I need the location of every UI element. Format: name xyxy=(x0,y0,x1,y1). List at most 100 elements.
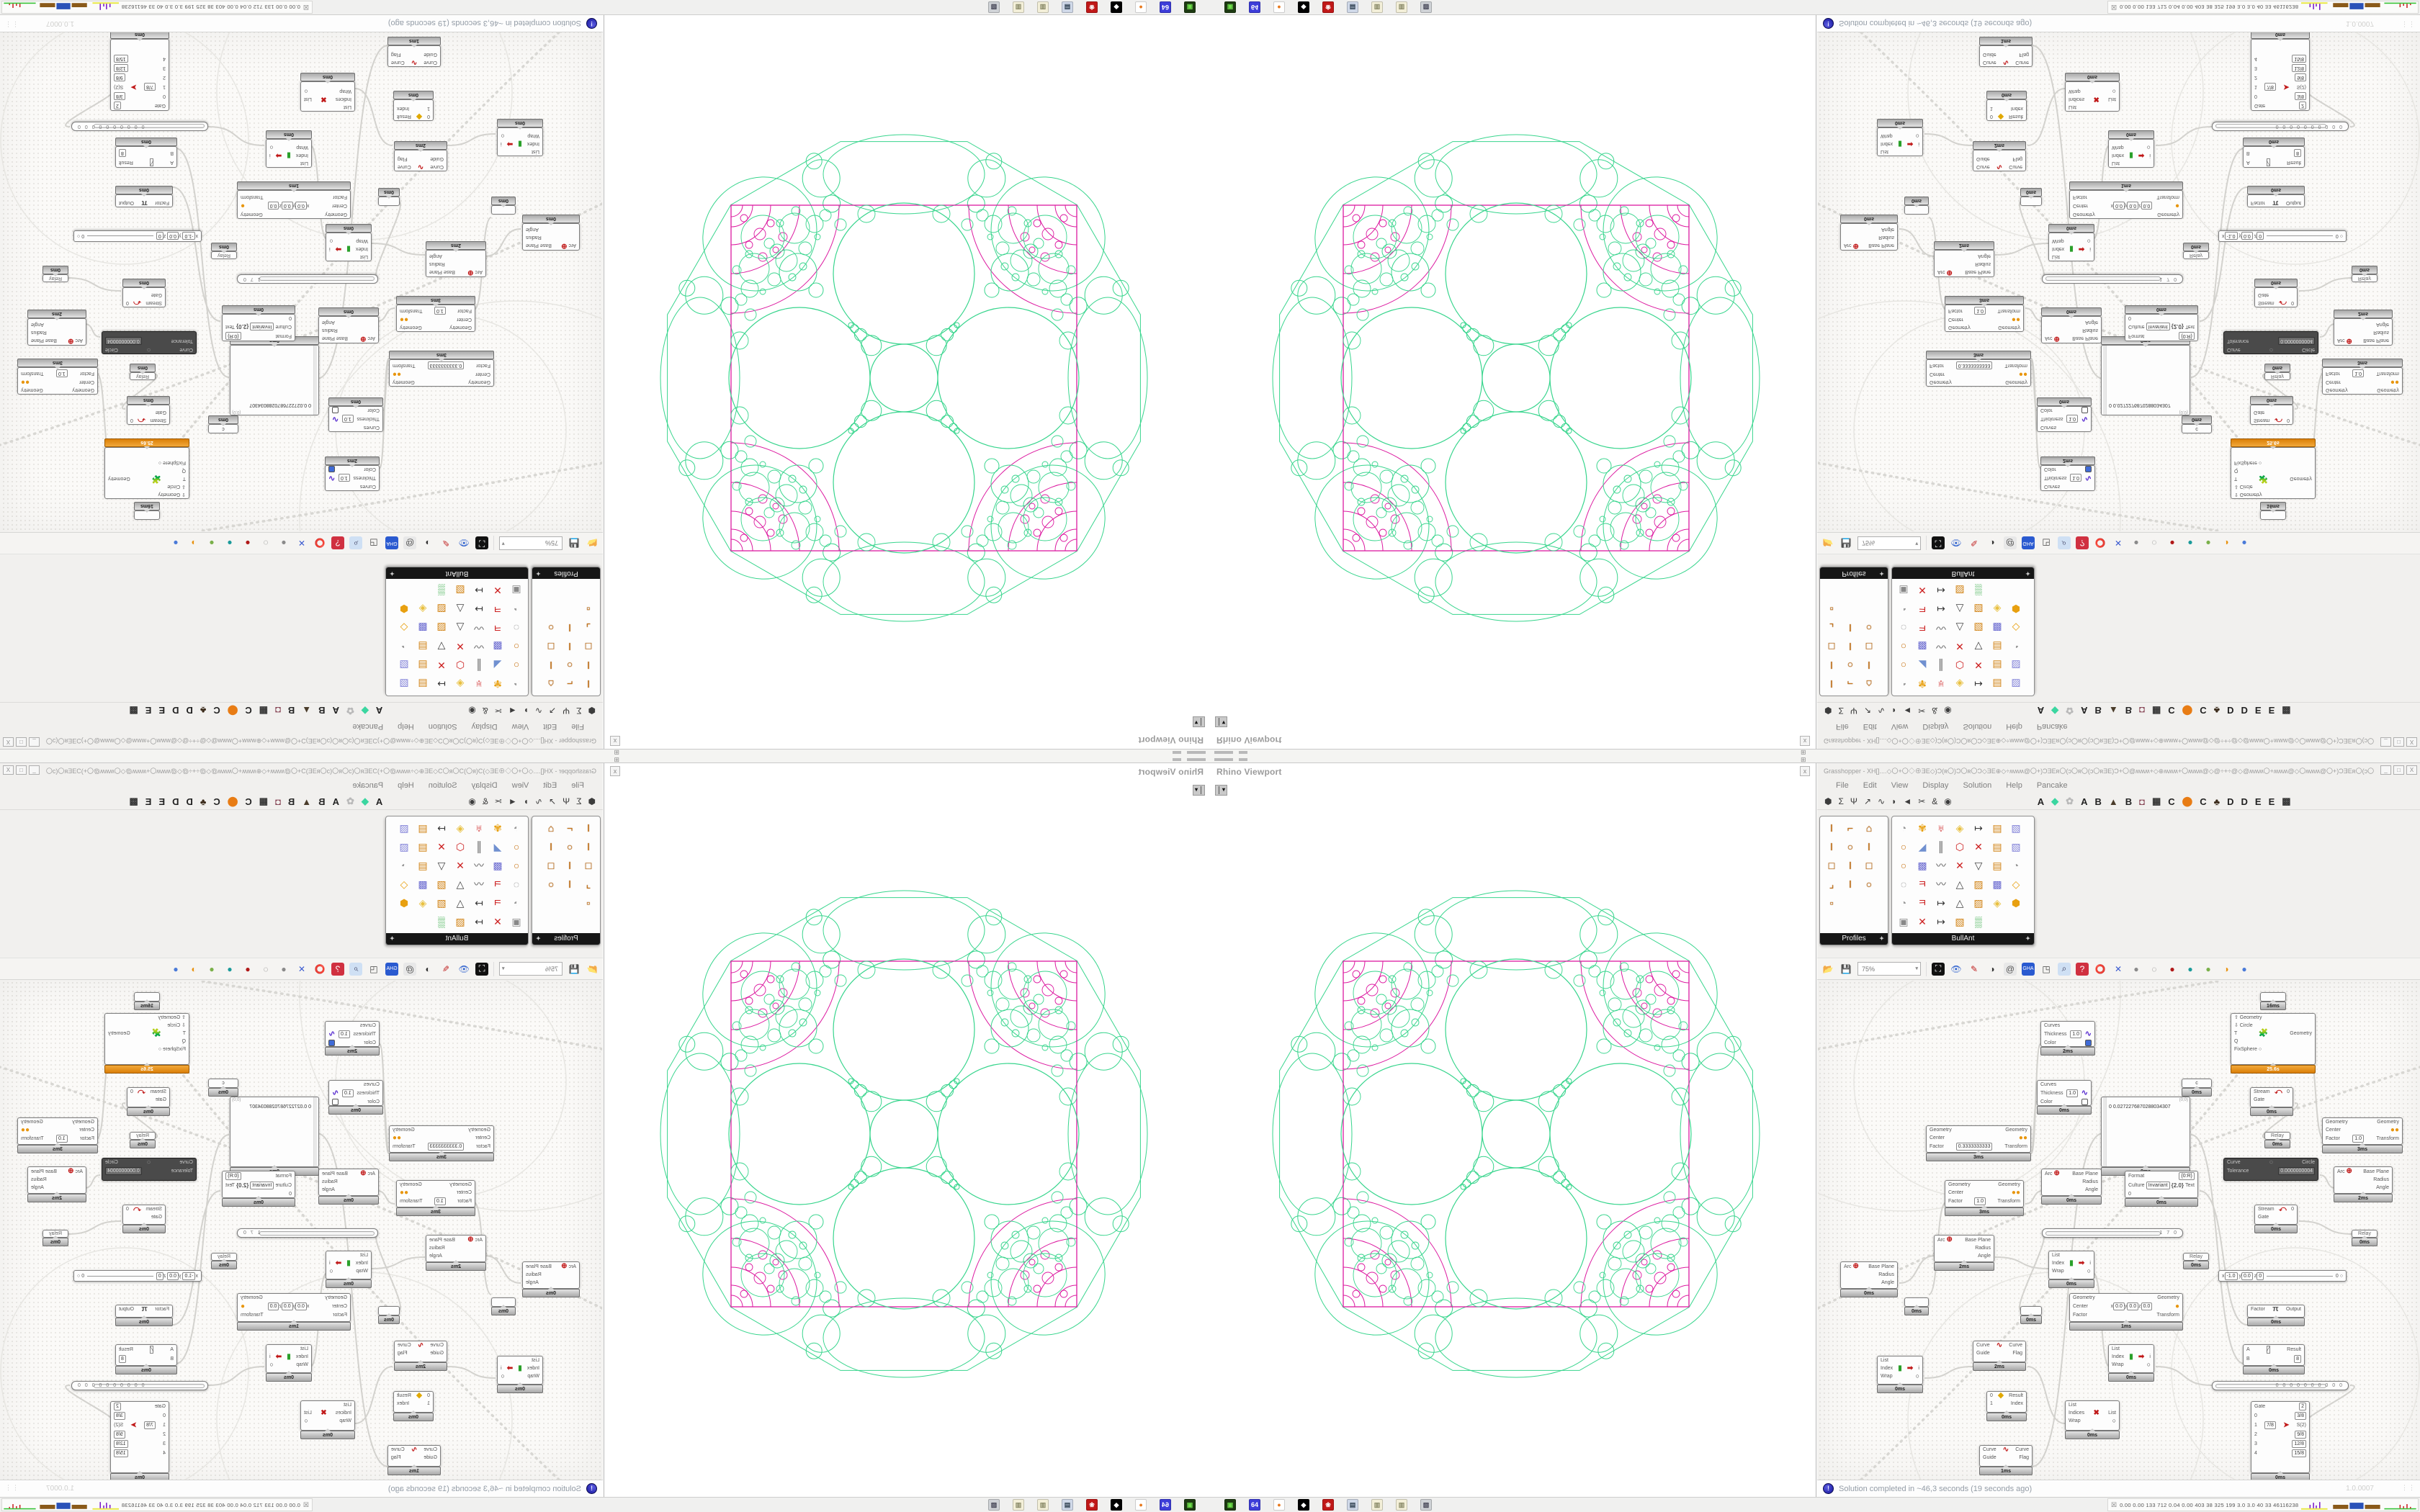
gh-node-relay[interactable]: Relay 0ms xyxy=(130,364,156,380)
component-icon[interactable]: ○ xyxy=(513,660,520,671)
sketch-button[interactable]: ✎ xyxy=(442,963,450,974)
close-button[interactable]: X xyxy=(2406,765,2417,775)
component-icon[interactable]: ▤ xyxy=(1992,678,2002,690)
profiles-tab[interactable]: Profiles ✦ xyxy=(532,567,600,579)
gh-node-small[interactable]: c 0ms xyxy=(2182,415,2212,433)
gh-node-scale[interactable]: Geometry Geometry Center ●● Factor 1.0 Trans… xyxy=(396,1180,475,1216)
ball-gray-button[interactable]: ● xyxy=(281,963,287,974)
shaded-green-button[interactable]: ● xyxy=(2205,963,2211,974)
profiles-tab[interactable]: Profiles ✦ xyxy=(532,933,600,945)
gh-node-scale[interactable]: Geometry Geometry Center ●● Factor 1.0 Trans… xyxy=(396,296,475,332)
tab-params[interactable]: ⬢ xyxy=(1824,706,1832,716)
gh-node-arc[interactable]: Arc ⊕ Base Plane Radius Angle 0ms xyxy=(2041,1169,2102,1205)
gh-node-arc[interactable]: Arc ⊕ Base Plane Radius Angle 2ms xyxy=(2334,310,2393,346)
component-icon[interactable]: ○ xyxy=(1900,841,1907,852)
tab-plugin-15[interactable]: E xyxy=(158,705,166,716)
gh-node-small[interactable]: 0ms xyxy=(1904,197,1929,215)
component-icon[interactable]: Ⅰ xyxy=(586,660,591,672)
component-icon[interactable]: ▤ xyxy=(418,840,428,852)
gh-node-relay[interactable]: Relay 0ms xyxy=(2352,266,2378,282)
rhino-viewport[interactable]: Rhino Viewport x ▾ xyxy=(604,763,1210,1497)
component-icon[interactable]: ⌐ xyxy=(566,822,573,834)
component-icon[interactable]: ◈ xyxy=(418,603,427,616)
tab-display[interactable]: ◉ xyxy=(1944,796,1952,806)
bullant-tab[interactable]: BullAnt ✦ xyxy=(386,933,528,945)
component-icon[interactable]: ▨ xyxy=(436,603,447,616)
component-icon[interactable]: Ⅰ xyxy=(1829,678,1834,690)
gh-node-flip[interactable]: Curve ∿ Curve Guide Flag 1ms xyxy=(387,37,441,67)
gh-node-gate5[interactable]: Gate 2 0 3/8 1 7/8 ➤ S(2) 2 9/8 3 12/8 4 15/8 0ms xyxy=(2251,32,2310,111)
preview-button[interactable]: 👁 xyxy=(1950,963,1962,974)
taskbar-icon-printer[interactable]: ▧ xyxy=(1420,1499,1432,1511)
tab-plugin-16[interactable]: E xyxy=(145,796,152,807)
gh-node-listitem[interactable]: List Index ▮ ➡ i Wrap ○ 0ms xyxy=(497,1356,543,1393)
gh-node-relay[interactable]: Relay 0ms xyxy=(211,1253,237,1269)
gh-node-arc[interactable]: Arc ⊕ Base Plane Radius Angle 2ms xyxy=(1934,1235,1994,1271)
gh-node-cull[interactable]: List Indices ✖ List Wrap ○ 0ms xyxy=(2065,1400,2120,1439)
component-icon[interactable]: ◔ xyxy=(1900,678,1907,690)
menu-edit[interactable]: Edit xyxy=(1863,781,1877,790)
gh-node-hslider[interactable]: 1 7 0 xyxy=(237,274,378,284)
monitor-toggle-icon[interactable]: ☒ xyxy=(2111,1500,2118,1508)
gh-node-small[interactable]: 0ms xyxy=(491,197,516,215)
component-icon[interactable]: ○ xyxy=(1865,878,1873,890)
component-icon[interactable]: ㅋ xyxy=(1917,622,1927,634)
gh-node-relay[interactable]: Relay 0ms xyxy=(211,243,237,259)
component-icon[interactable]: △ xyxy=(456,622,465,634)
gha-button[interactable]: GHA xyxy=(2022,536,2035,550)
gh-node-scale[interactable]: Geometry Geometry Center ●● Factor 1.0 Trans… xyxy=(2322,1117,2403,1153)
menu-display[interactable]: Display xyxy=(471,722,498,731)
gh-node-bigorange[interactable]: ⇧ Geometry ⇩ Circle T 🧩 Geometry Q FixSphe… xyxy=(104,1013,189,1074)
component-icon[interactable]: ㅋ xyxy=(1917,878,1927,890)
component-icon[interactable]: ♅ xyxy=(475,678,483,690)
taskbar-icon-green-box[interactable]: ▣ xyxy=(1184,1499,1196,1511)
tab-plugin-6[interactable]: B xyxy=(287,796,295,807)
menu-edit[interactable]: Edit xyxy=(543,722,557,731)
taskbar-icon-floppy64[interactable]: 64 xyxy=(1249,1,1260,13)
node-canvas[interactable]: Curves Thickness 1.0 ∿ Color 2ms Curves Thic… xyxy=(1818,981,2420,1480)
component-icon[interactable]: ▽ xyxy=(1974,859,1983,871)
component-icon[interactable]: ▧ xyxy=(2011,840,2021,852)
component-icon[interactable]: ◇ xyxy=(2012,622,2020,634)
component-icon[interactable]: ㅋ xyxy=(493,622,503,634)
component-icon[interactable]: ⌂ xyxy=(1865,678,1873,690)
menu-file[interactable]: File xyxy=(1836,722,1849,731)
component-icon[interactable]: ▧ xyxy=(2011,822,2021,834)
rings-button[interactable]: ◌ xyxy=(263,538,269,549)
gh-node-hslider[interactable]: 0 0 0 0 0 0 0 0 0 0 xyxy=(71,1381,208,1390)
gh-node-small[interactable]: c 0ms xyxy=(208,1079,238,1097)
swap-button[interactable]: ✕ xyxy=(297,538,306,549)
hide-button[interactable]: ◑ xyxy=(425,963,431,974)
taskbar-icon-green-box[interactable]: ▣ xyxy=(1224,1,1236,13)
gh-node-arc[interactable]: Arc ⊕ Base Plane Radius Angle 2ms xyxy=(27,1166,86,1202)
component-icon[interactable]: △ xyxy=(1955,603,1964,616)
gh-node-gate5[interactable]: Gate 2 0 3/8 1 7/8 ➤ S(2) 2 9/8 3 12/8 4 15/8 0ms xyxy=(110,1401,169,1480)
resize-grip[interactable]: ⋮⋮ xyxy=(4,21,19,28)
finder-button[interactable]: ⌕ xyxy=(349,536,362,550)
tab-surface[interactable]: ◗ xyxy=(1891,706,1897,716)
taskbar-icon-notepad-1[interactable]: ▥ xyxy=(1371,1499,1383,1511)
shaded-teal-button[interactable]: ● xyxy=(2187,963,2193,974)
panel-arrow-icon[interactable]: ✦ xyxy=(2025,935,2030,942)
viewport-close-button[interactable]: x xyxy=(1800,736,1810,746)
tab-surface[interactable]: ◗ xyxy=(1891,796,1897,806)
gh-node-listitem[interactable]: List Index ▮ ➡ i Wrap ○ 0ms xyxy=(266,1344,312,1382)
gh-node-hslider[interactable]: 1 7 0 xyxy=(2042,1228,2183,1238)
ball-gray-button[interactable]: ● xyxy=(2133,538,2139,549)
gh-node-scale[interactable]: Geometry Geometry Center ●● Factor 0.333333… xyxy=(389,1125,494,1161)
gh-node-scale[interactable]: Geometry Geometry Center ●● Factor 1.0 Trans… xyxy=(17,1117,98,1153)
gh-node-bigorange[interactable]: ⇧ Geometry ⇩ Circle T 🧩 Geometry Q FixSphe… xyxy=(104,438,189,499)
shaded-orange-button[interactable]: ◑ xyxy=(191,963,197,974)
tab-plugin-4[interactable]: B xyxy=(2094,705,2102,716)
menu-view[interactable]: View xyxy=(1891,722,1909,731)
gh-node-small[interactable]: 0ms xyxy=(1904,1297,1929,1315)
gh-node-dark[interactable]: Curve ○ Circle Tolerance 0.0000000004 xyxy=(2223,331,2318,354)
component-icon[interactable]: ✾ xyxy=(1918,822,1927,834)
component-icon[interactable]: ㅋ xyxy=(493,603,503,615)
component-icon[interactable]: ▨ xyxy=(1973,878,1984,890)
panel-arrow-icon[interactable]: ✦ xyxy=(1879,935,1884,942)
component-icon[interactable]: ◌ xyxy=(513,878,520,890)
taskbar-icon-notepad-2[interactable]: ▥ xyxy=(1396,1,1407,13)
gh-node-preview[interactable]: Curves Thickness 1.0 ∿ Color 2ms xyxy=(2040,1021,2095,1056)
